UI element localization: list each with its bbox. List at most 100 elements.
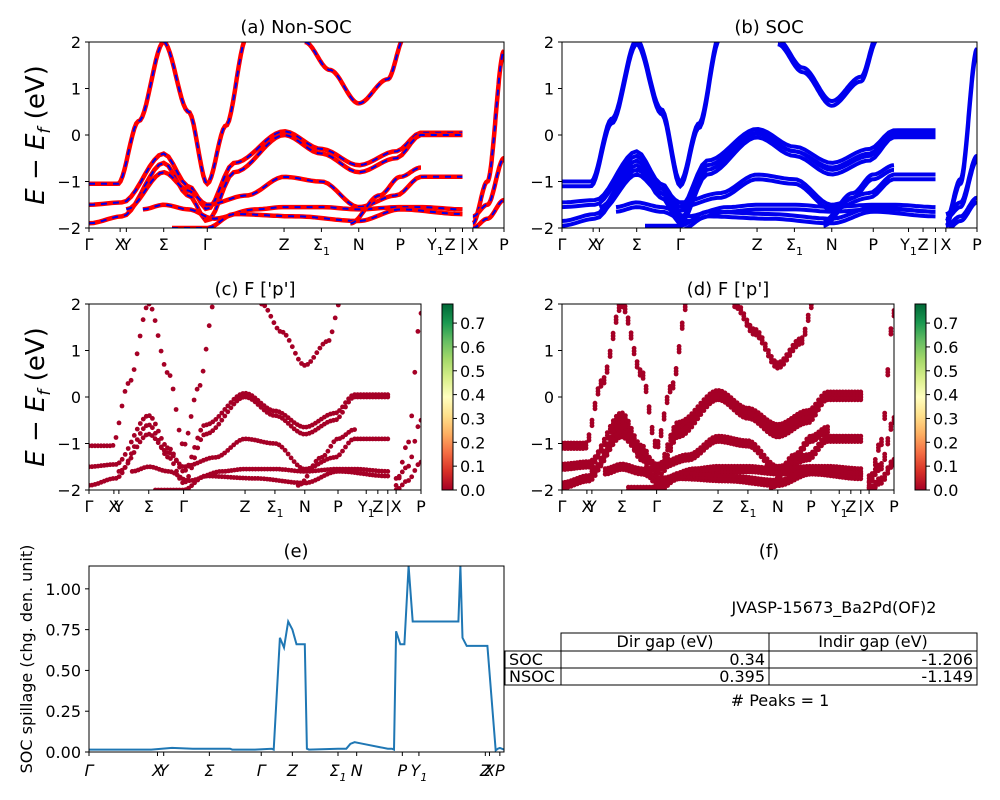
table-title: JVASP-15673_Ba2Pd(OF)2	[731, 598, 937, 618]
projection-point	[155, 333, 161, 338]
projection-point	[158, 348, 164, 354]
layerB-ytick-label: 1	[544, 80, 554, 99]
projection-point	[285, 421, 291, 426]
layerB-xtick-label: X	[588, 235, 599, 254]
layerC-xtick-label: |	[385, 497, 390, 516]
projection-point	[771, 478, 777, 484]
projection-point	[799, 335, 805, 341]
layerA-xtick-label: Σ1	[313, 235, 330, 258]
projection-point	[752, 442, 758, 447]
projection-point	[780, 465, 786, 471]
projection-point	[676, 344, 682, 349]
projection-point	[658, 428, 664, 433]
projection-point	[289, 344, 295, 350]
band-soc-dashed-line	[89, 133, 463, 225]
layerC-xtick-label: P	[333, 497, 343, 516]
colorbar-c	[441, 303, 454, 491]
band-soc-dashed-line	[472, 199, 504, 228]
projection-point	[819, 396, 824, 402]
band-soc-line	[562, 42, 719, 185]
projection-point	[808, 304, 814, 308]
panel-a-title: (a) Non-SOC	[240, 17, 351, 38]
projection-point	[825, 424, 830, 430]
projection-point	[626, 418, 631, 424]
projection-point	[122, 452, 128, 457]
panel-b-bands: 210−1−2Γ XY Σ Γ Z Σ1 N P Y1 Z | X P	[530, 33, 982, 258]
projection-point	[194, 386, 200, 392]
projection-point	[171, 461, 176, 467]
projection-point	[879, 461, 884, 466]
layerD-ytick-label: −2	[530, 481, 554, 500]
projection-point	[738, 305, 744, 310]
projection-point	[332, 315, 338, 321]
spillage-ytick-label: 1.00	[45, 580, 81, 599]
projection-point	[304, 473, 310, 479]
projection-point	[671, 434, 677, 440]
projection-point	[650, 490, 655, 495]
projection-point	[766, 348, 771, 353]
layerD-xtick-label: X	[581, 497, 592, 516]
projection-point	[415, 424, 421, 430]
projection-point	[626, 490, 631, 495]
projection-point	[222, 413, 228, 419]
spillage-ytick-label: 0.25	[45, 702, 81, 721]
projection-point	[655, 439, 661, 444]
projection-point	[216, 421, 222, 427]
projection-point	[188, 414, 194, 419]
layerD-xtick-label: Y	[586, 497, 597, 516]
layerC-xtick-label: X	[108, 497, 119, 516]
projection-point	[337, 452, 342, 458]
projection-point	[872, 479, 878, 485]
projection-point	[198, 437, 204, 443]
layerB-xtick-label: X	[940, 235, 951, 254]
band-soc-dashed-line	[172, 208, 463, 228]
table-row-soc-indir: -1.206	[921, 650, 973, 669]
spillage-xtick-label: Y	[159, 761, 170, 780]
band-soc-dashed-line	[126, 171, 463, 211]
projection-point	[280, 329, 286, 335]
projection-point	[328, 443, 334, 449]
projection-point	[882, 410, 888, 416]
colorbar-tick-label: 0.5	[933, 362, 958, 381]
layerA-xtick-label: Γ	[85, 235, 94, 254]
projection-point	[631, 441, 637, 447]
projection-point	[192, 455, 198, 461]
projection-point	[891, 415, 894, 420]
projection-point	[399, 459, 405, 465]
projection-point	[623, 422, 628, 428]
spillage-xtick-label: Σ	[204, 761, 215, 780]
projection-point	[122, 465, 128, 470]
projection-point	[598, 458, 604, 463]
spillage-xtick-label: P	[397, 761, 407, 780]
projection-point	[206, 323, 212, 329]
projection-point	[604, 430, 610, 435]
projection-point	[640, 448, 646, 453]
projection-point	[285, 451, 291, 457]
projection-point	[620, 299, 625, 304]
projection-point	[262, 304, 268, 309]
layerA-ytick-label: −1	[57, 173, 81, 192]
colorbar-tick-label: 0.0	[460, 481, 485, 500]
projection-point	[415, 329, 421, 334]
layerB-ytick-label: 2	[544, 33, 554, 52]
projection-point	[891, 456, 894, 462]
projection-point	[595, 449, 601, 454]
band-nsoc-line	[471, 49, 504, 226]
projection-point	[653, 490, 658, 495]
projection-point	[640, 370, 646, 376]
projection-point	[155, 440, 161, 446]
projection-point	[598, 443, 604, 449]
projection-point	[601, 436, 607, 442]
colorbar-tick-label: 0.2	[460, 433, 485, 452]
projection-point	[308, 359, 314, 364]
layerB-xtick-label: Σ	[632, 235, 642, 254]
band-soc-line	[777, 42, 878, 108]
projection-point	[334, 417, 339, 423]
projection-point	[170, 453, 176, 459]
projection-point	[125, 460, 131, 466]
layerC-xtick-label: X	[391, 497, 402, 516]
layerD-xtick-label: N	[772, 497, 784, 516]
layerA-xtick-label: Σ	[159, 235, 169, 254]
projection-point	[625, 433, 631, 439]
projection-point	[607, 348, 613, 354]
